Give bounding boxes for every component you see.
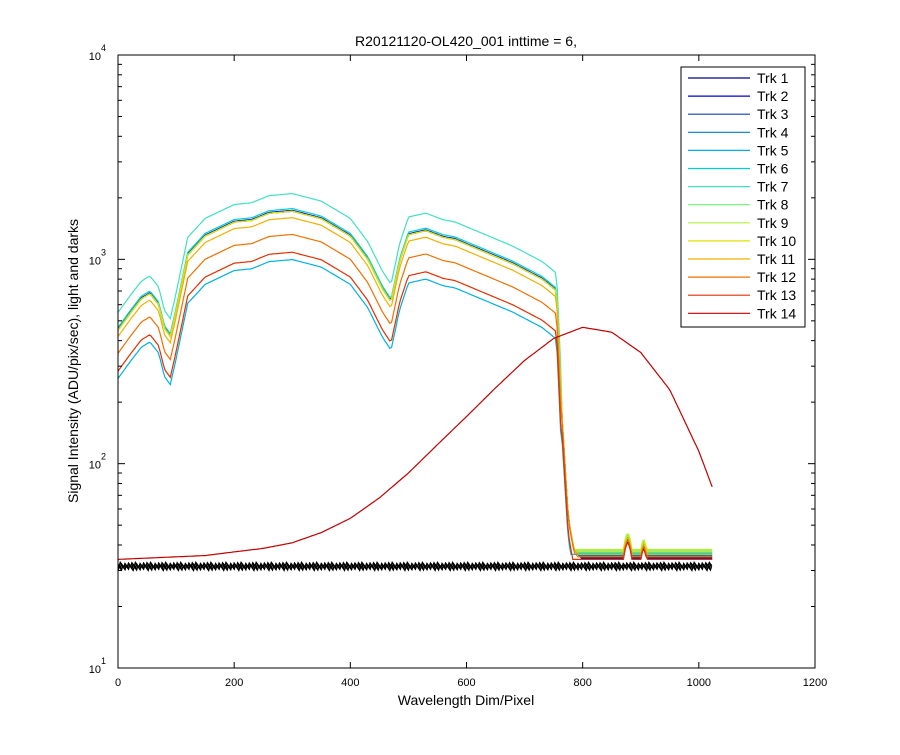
legend-label: Trk 1 — [757, 70, 789, 86]
legend-label: Trk 4 — [757, 124, 789, 140]
y-tick-exponent: 3 — [101, 247, 106, 257]
y-tick-exponent: 1 — [101, 656, 106, 666]
dark-frame-line — [117, 560, 713, 569]
series-line-trk-14 — [117, 326, 713, 560]
y-tick-label: 102 — [89, 452, 106, 472]
y-tick-label: 104 — [89, 43, 106, 63]
series-line-trk-11 — [117, 216, 713, 555]
y-tick-label: 101 — [89, 656, 106, 676]
x-tick-label: 1000 — [687, 677, 711, 689]
series-line-trk-10 — [117, 210, 713, 553]
chart-title: R20121120-OL420_001 inttime = 6, — [355, 33, 577, 49]
legend-label: Trk 11 — [757, 251, 795, 267]
legend-box — [680, 66, 806, 328]
legend-label: Trk 8 — [757, 197, 789, 213]
dark-layer — [117, 560, 713, 572]
y-tick-exponent: 4 — [101, 43, 106, 53]
x-tick-label: 400 — [341, 677, 359, 689]
x-axis: 0 200 400 600 800 1000 1200 — [115, 55, 827, 689]
series-line-trk-12 — [117, 233, 713, 558]
legend-label: Trk 2 — [757, 88, 789, 104]
x-tick-label: 200 — [225, 677, 243, 689]
series-line-trk-6 — [117, 207, 713, 554]
series-layer — [117, 192, 713, 560]
x-axis-label: Wavelength Dim/Pixel — [398, 692, 534, 708]
y-tick-base: 10 — [89, 460, 101, 472]
y-tick-exponent: 2 — [101, 452, 106, 462]
y-axis-label: Signal Intensity (ADU/pix/sec), light an… — [65, 219, 81, 503]
legend: Trk 1 Trk 2 Trk 3 Trk 4 Trk 5 Trk 6 Trk 7 Trk 8… — [680, 66, 806, 328]
legend-label: Trk 10 — [757, 233, 796, 249]
y-tick-base: 10 — [89, 664, 101, 676]
x-tick-label: 0 — [115, 677, 121, 689]
legend-label: Trk 5 — [757, 142, 789, 158]
x-tick-label: 600 — [457, 677, 475, 689]
legend-label: Trk 7 — [757, 179, 789, 195]
legend-label: Trk 13 — [757, 287, 796, 303]
y-tick-base: 10 — [89, 51, 101, 63]
y-tick-label: 103 — [89, 247, 106, 267]
series-line-trk-13 — [117, 251, 713, 560]
x-tick-label: 800 — [573, 677, 591, 689]
y-tick-base: 10 — [89, 255, 101, 267]
legend-label: Trk 9 — [757, 215, 789, 231]
legend-label: Trk 6 — [757, 161, 789, 177]
legend-label: Trk 12 — [757, 269, 796, 285]
legend-label: Trk 14 — [757, 305, 796, 321]
x-tick-label: 1200 — [803, 677, 827, 689]
legend-label: Trk 3 — [757, 106, 789, 122]
